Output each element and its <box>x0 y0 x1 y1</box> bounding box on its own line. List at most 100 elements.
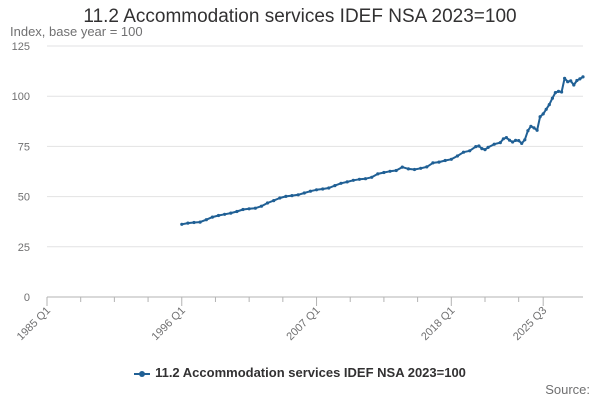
data-point <box>544 107 548 111</box>
data-point <box>265 201 270 205</box>
data-point <box>498 141 502 145</box>
data-point <box>412 167 417 172</box>
data-point <box>425 165 429 169</box>
data-point <box>532 126 536 130</box>
data-point <box>541 112 545 116</box>
x-tick-label: 1985 Q1 <box>15 305 53 343</box>
data-point <box>575 78 579 83</box>
data-point <box>461 150 466 154</box>
data-point <box>437 160 441 164</box>
data-point <box>382 170 386 175</box>
data-point <box>247 207 251 211</box>
data-point <box>480 147 484 151</box>
source-label: Source: <box>545 382 590 397</box>
data-point <box>321 187 325 191</box>
data-point <box>296 193 300 197</box>
data-point <box>523 138 527 142</box>
data-point <box>345 180 349 184</box>
data-point <box>394 168 398 173</box>
data-point <box>492 142 496 146</box>
data-point <box>514 138 518 142</box>
data-point <box>550 96 555 100</box>
data-point <box>572 83 576 87</box>
data-point <box>560 90 564 94</box>
y-axis-label: Index, base year = 100 <box>10 24 143 39</box>
data-point <box>431 161 435 165</box>
data-point <box>553 91 558 95</box>
data-point <box>180 222 184 226</box>
data-point <box>290 194 294 198</box>
data-point <box>339 181 343 185</box>
data-point <box>504 136 508 140</box>
x-tick-label: 2018 Q1 <box>419 305 457 343</box>
data-point <box>376 172 380 176</box>
data-point <box>510 140 515 144</box>
x-tick-label: 2007 Q1 <box>284 305 322 343</box>
data-point <box>259 204 263 208</box>
data-point <box>192 220 196 225</box>
data-point <box>278 196 282 200</box>
legend[interactable]: 11.2 Accommodation services IDEF NSA 202… <box>0 365 600 380</box>
chart-title: 11.2 Accommodation services IDEF NSA 202… <box>83 6 517 27</box>
data-point <box>526 129 530 133</box>
data-point <box>302 191 306 195</box>
data-point <box>400 165 404 169</box>
data-point <box>253 206 257 210</box>
data-point <box>569 79 573 83</box>
data-point <box>284 194 288 198</box>
series-line <box>181 76 584 226</box>
data-point <box>578 77 582 81</box>
data-point <box>216 213 221 218</box>
data-point <box>468 149 472 153</box>
y-tick-label: 0 <box>24 292 30 304</box>
data-point <box>210 215 214 219</box>
legend-swatch <box>134 370 151 377</box>
data-point <box>449 157 453 161</box>
data-point <box>517 139 521 143</box>
data-point <box>406 167 410 171</box>
data-point <box>186 221 190 225</box>
data-point <box>535 128 539 132</box>
data-point <box>455 154 459 158</box>
data-point <box>547 103 551 107</box>
data-point <box>474 145 478 149</box>
legend-label: 11.2 Accommodation services IDEF NSA 202… <box>155 365 466 380</box>
data-point <box>388 169 392 173</box>
data-point <box>581 75 585 79</box>
y-tick-label: 125 <box>12 41 30 53</box>
y-tick-label: 50 <box>18 192 30 204</box>
x-tick-label: 1996 Q1 <box>150 305 188 343</box>
data-point <box>327 186 331 190</box>
data-point <box>556 89 561 93</box>
data-point <box>520 141 524 145</box>
data-point <box>351 178 355 182</box>
data-point <box>443 158 447 163</box>
data-point <box>223 212 227 216</box>
data-point <box>529 124 533 128</box>
data-point <box>483 148 487 152</box>
data-point <box>272 199 276 203</box>
data-point <box>357 177 361 181</box>
data-point <box>370 175 374 179</box>
data-point <box>538 115 542 119</box>
data-point <box>501 137 505 141</box>
data-point <box>486 145 490 149</box>
x-tick-label: 2025 Q3 <box>511 305 549 343</box>
y-tick-label: 100 <box>12 91 30 103</box>
data-point <box>477 144 481 148</box>
data-point <box>314 188 319 192</box>
data-point <box>333 184 337 188</box>
data-point <box>229 211 233 215</box>
data-point <box>563 76 567 80</box>
data-point <box>363 177 368 181</box>
data-point <box>566 80 570 84</box>
data-point <box>198 220 202 224</box>
data-point <box>241 207 245 212</box>
data-point <box>235 209 239 214</box>
y-tick-label: 25 <box>18 242 30 254</box>
data-point <box>204 218 208 222</box>
data-point <box>507 138 512 142</box>
data-point <box>308 189 312 193</box>
data-point <box>419 166 423 170</box>
